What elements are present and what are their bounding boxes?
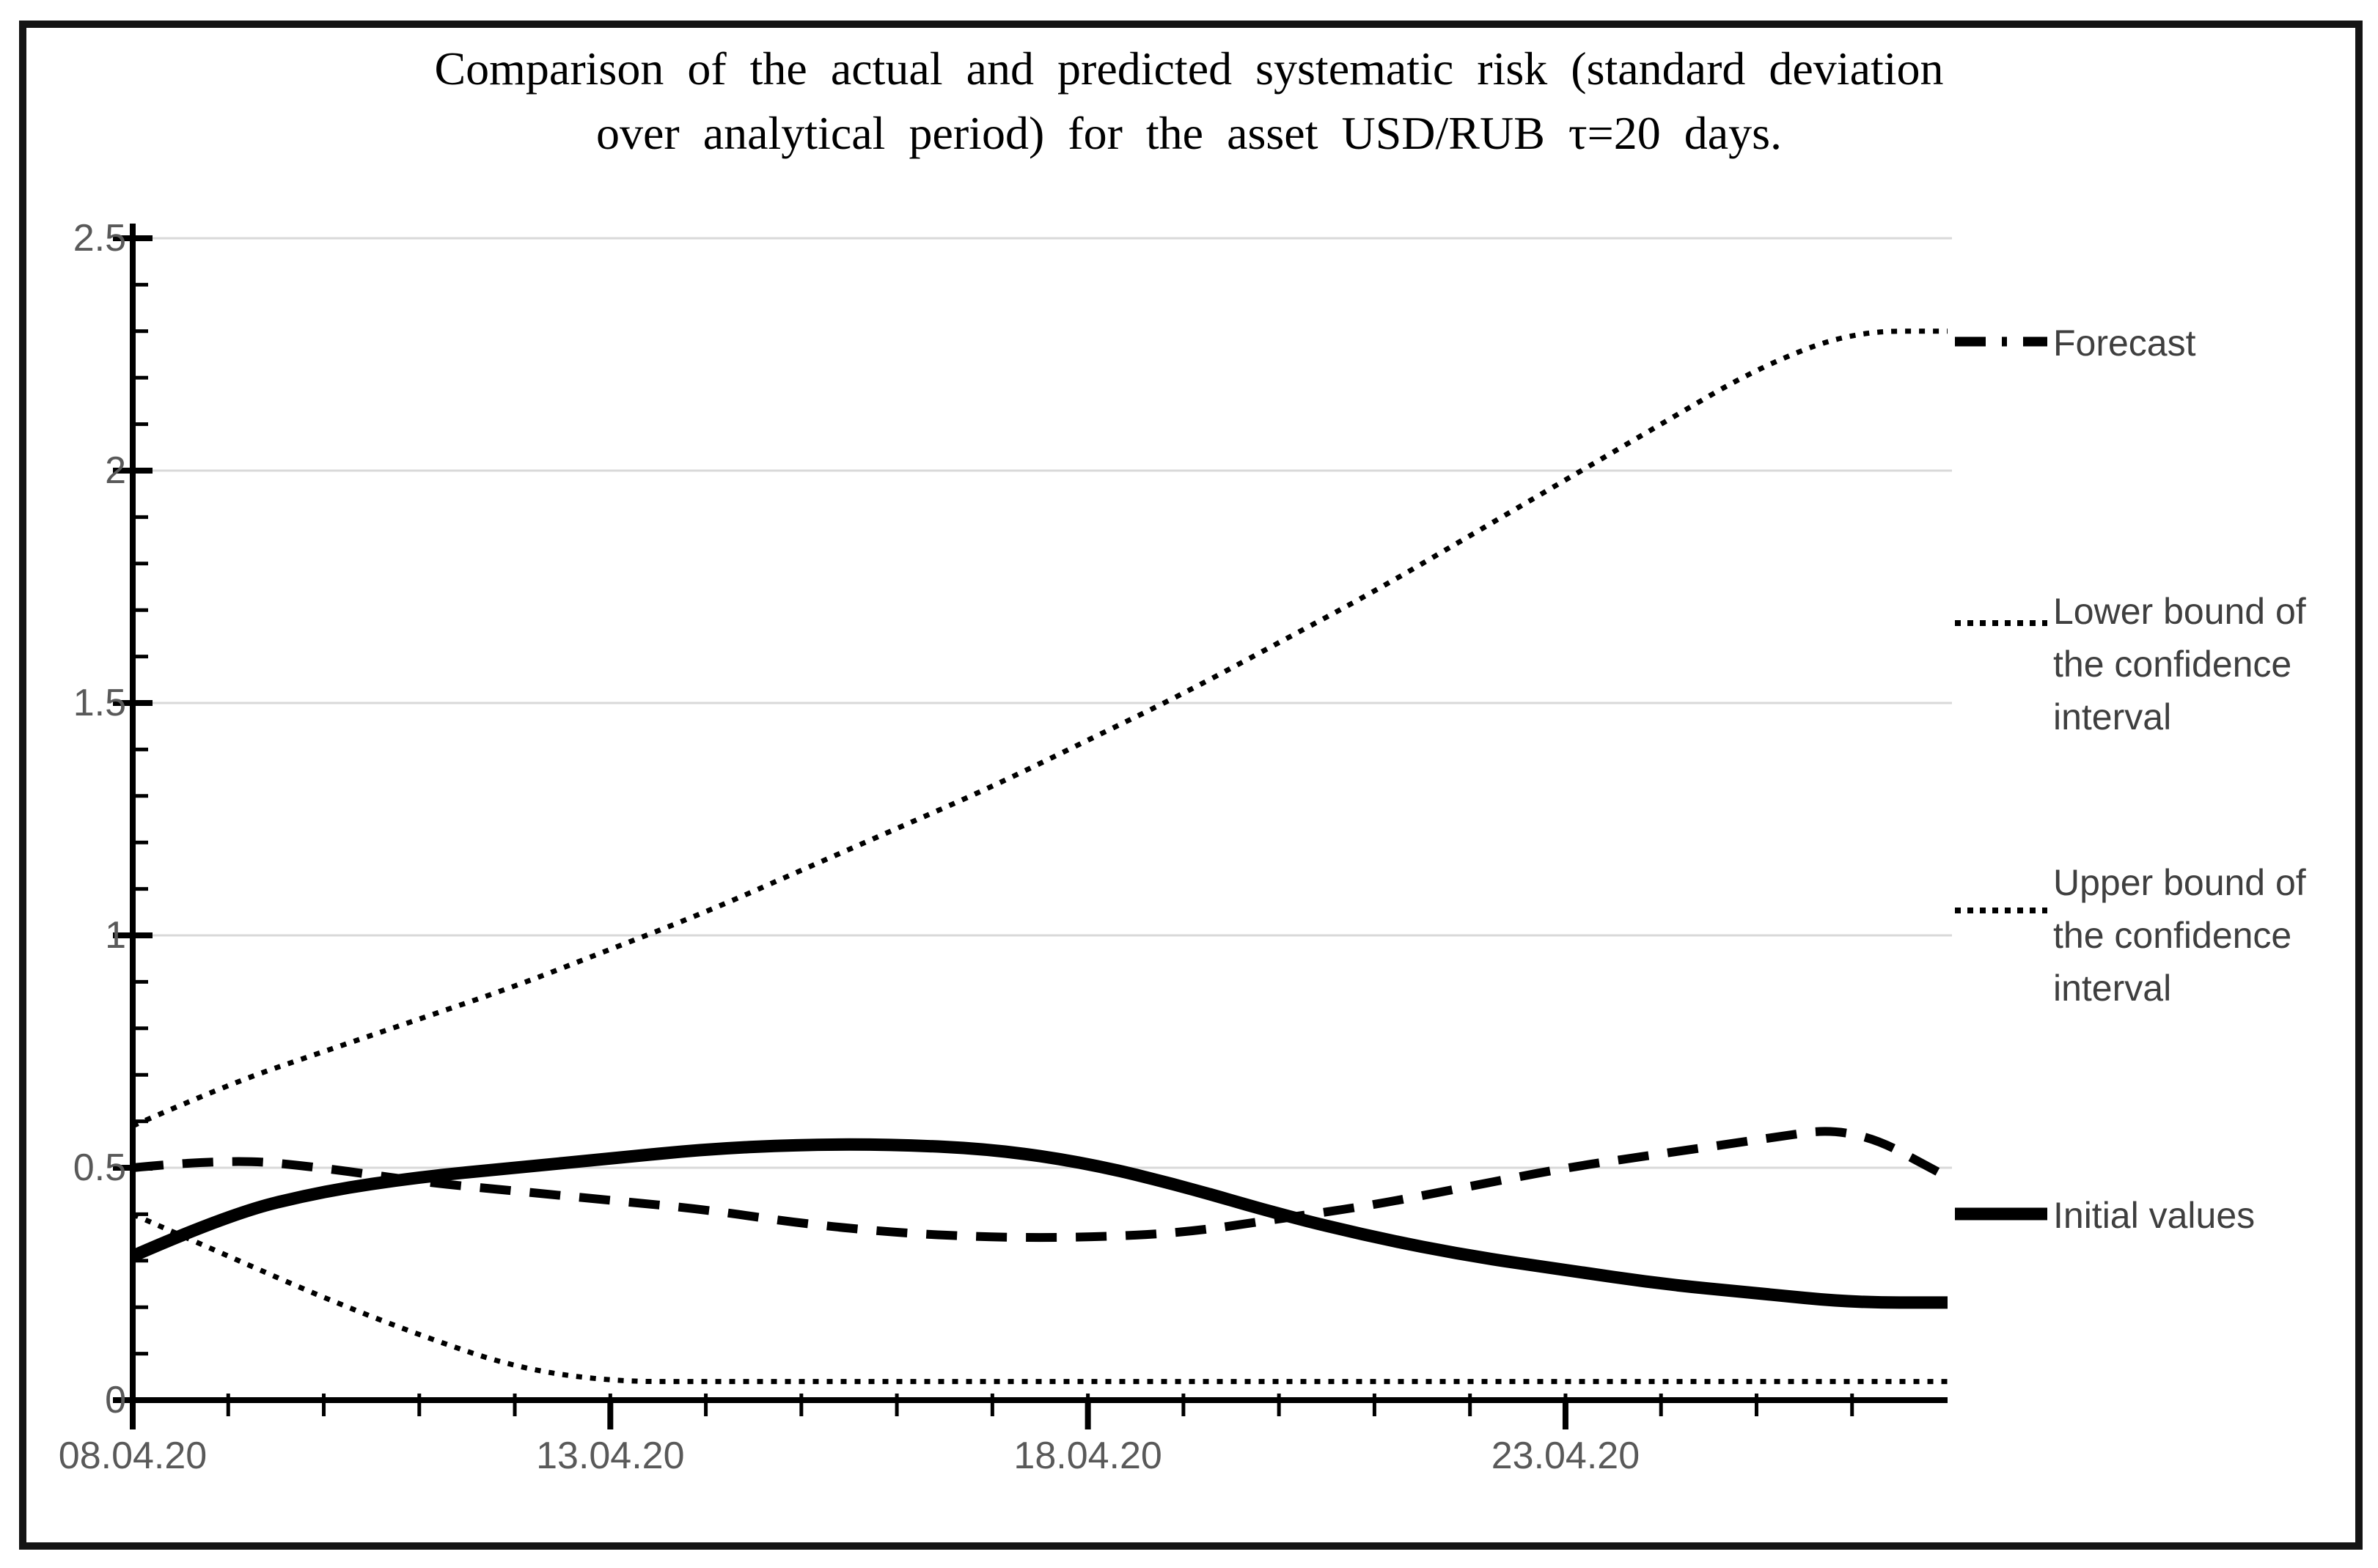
legend-label: Upper bound of the confidence interval bbox=[2053, 862, 2306, 1009]
x-tick-label: 13.04.20 bbox=[536, 1435, 685, 1477]
figure-frame bbox=[19, 21, 2363, 1550]
dotted-line-legend-icon bbox=[1955, 908, 2047, 913]
series-forecast bbox=[132, 1127, 1950, 1243]
series-lower-bound-of-the-confidence-interval bbox=[131, 1212, 1948, 1385]
x-tick-label: 23.04.20 bbox=[1491, 1435, 1640, 1477]
solid-line-legend-icon bbox=[1955, 1207, 2047, 1221]
dashed-line-legend-icon bbox=[1955, 336, 2047, 347]
chart-title: Comparison of the actual and predicted s… bbox=[0, 37, 2378, 166]
chart-title-line-2: over analytical period) for the asset US… bbox=[595, 107, 1783, 159]
legend-label: Initial values bbox=[2053, 1195, 2256, 1236]
dotted-line-legend-icon bbox=[1955, 620, 2047, 626]
series-upper-bound-of-the-confidence-interval bbox=[131, 328, 1948, 1129]
x-tick-label: 18.04.20 bbox=[1013, 1435, 1162, 1477]
y-tick-label: 2.5 bbox=[73, 217, 126, 260]
legend-label: Lower bound of the confidence interval bbox=[2053, 591, 2306, 737]
chart-title-line-1: Comparison of the actual and predicted s… bbox=[434, 43, 1944, 95]
y-tick-label: 1.5 bbox=[73, 682, 126, 724]
y-tick-label: 1 bbox=[105, 914, 126, 957]
x-tick-label: 08.04.20 bbox=[58, 1435, 208, 1477]
y-tick-label: 2 bbox=[105, 449, 126, 492]
series-initial-values bbox=[130, 1138, 1948, 1309]
y-tick-label: 0 bbox=[105, 1379, 126, 1421]
legend-label: Forecast bbox=[2053, 323, 2196, 364]
y-tick-label: 0.5 bbox=[73, 1146, 126, 1189]
